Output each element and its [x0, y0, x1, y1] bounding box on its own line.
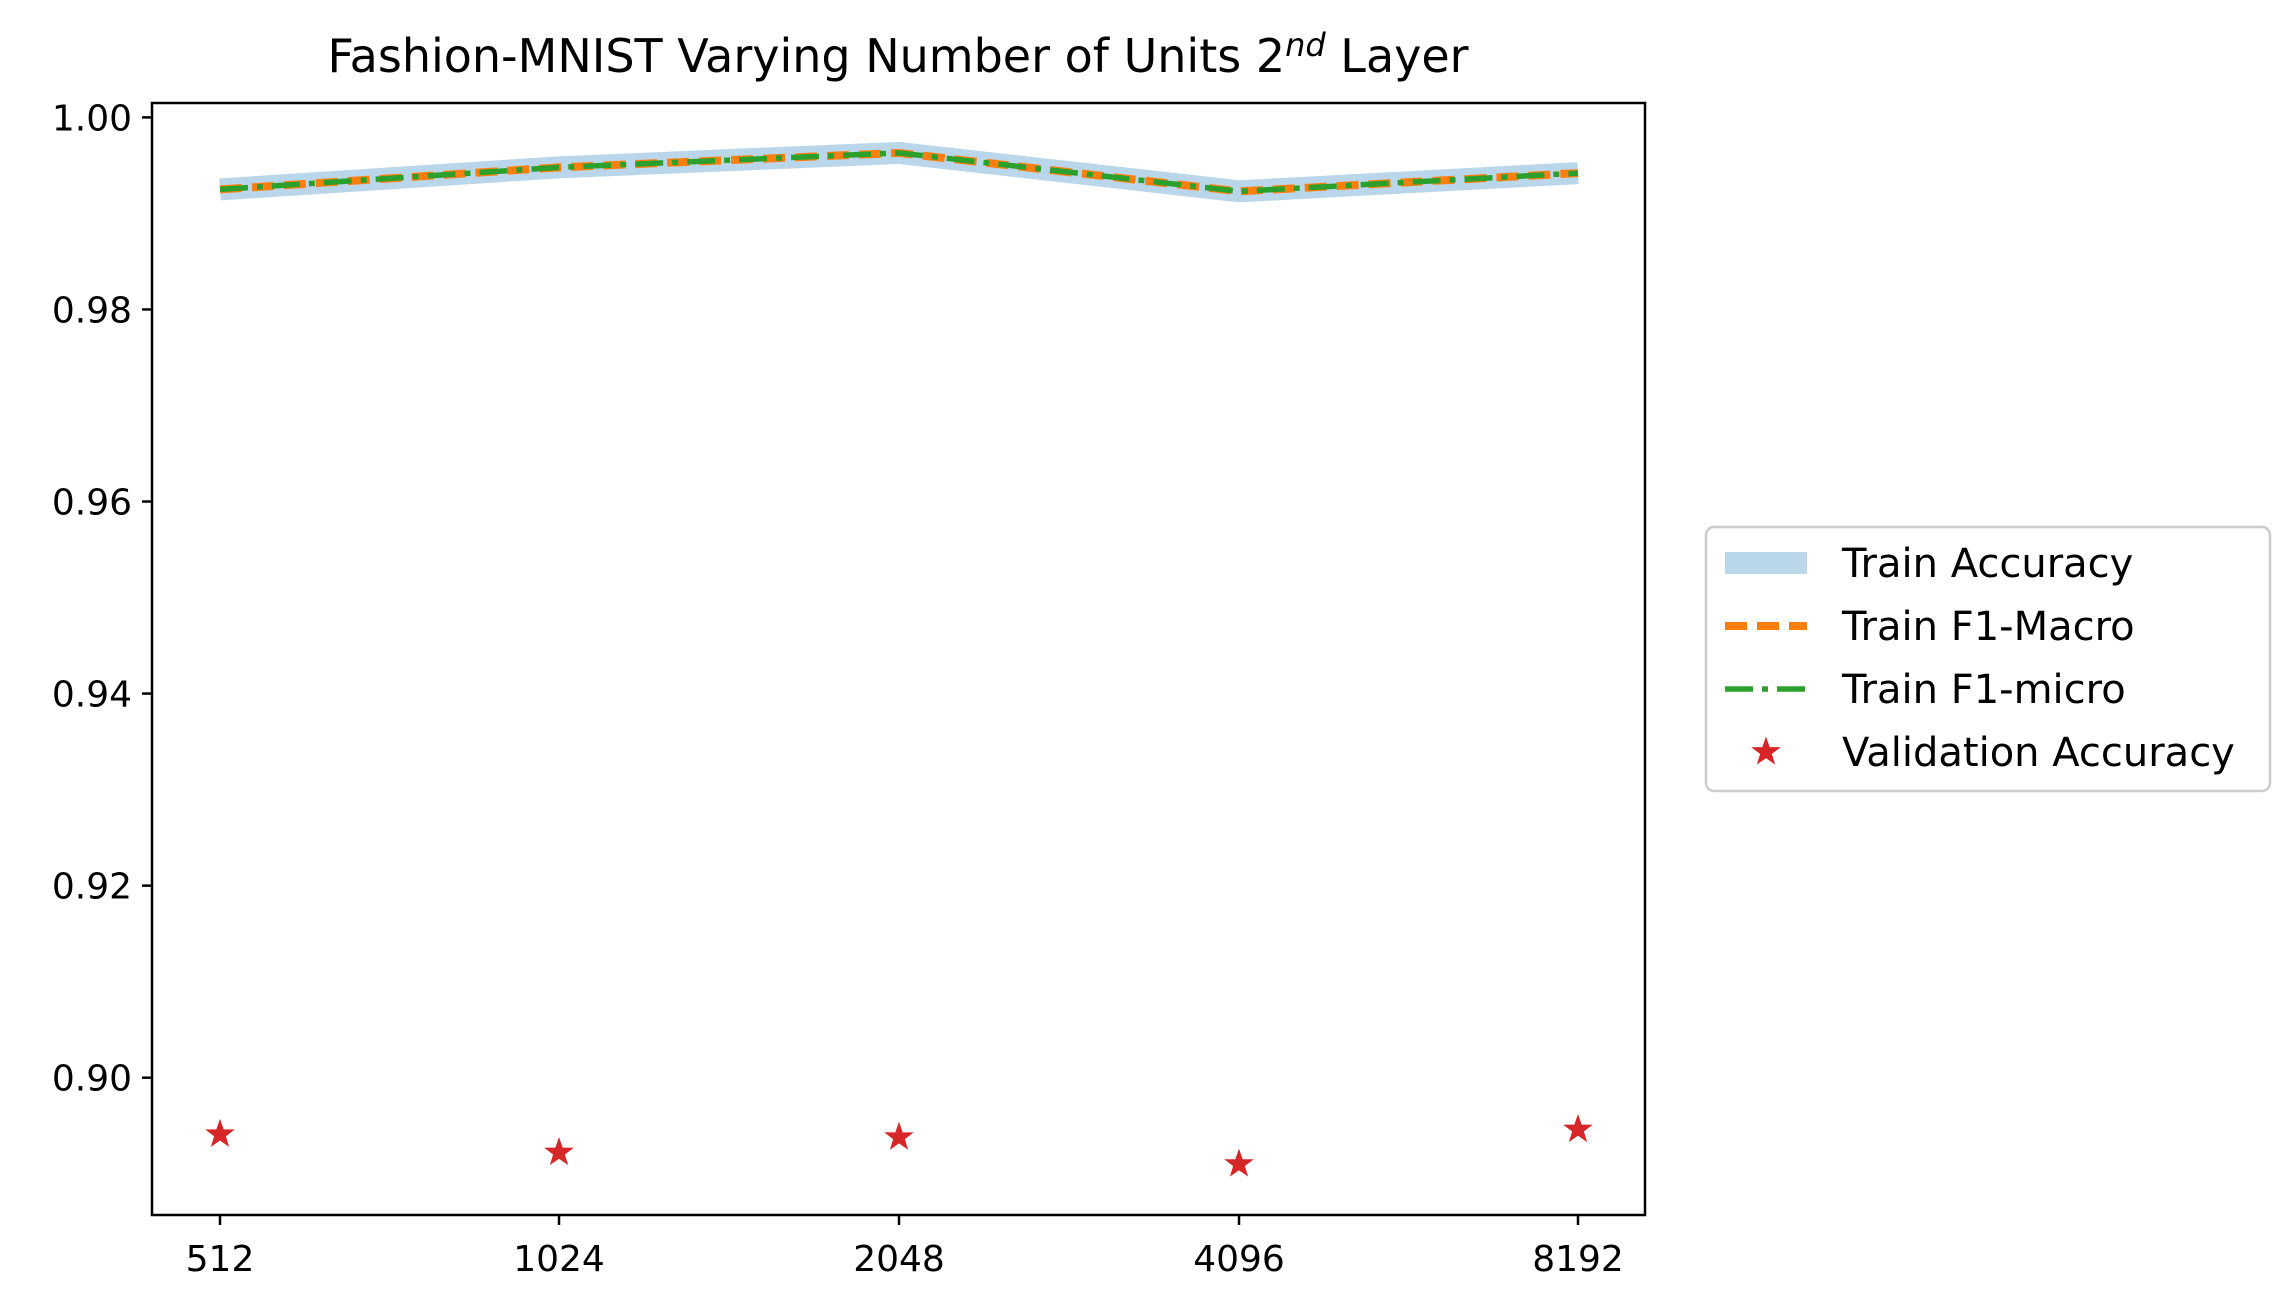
- y-tick-label: 0.92: [52, 867, 132, 908]
- train-f1-micro-line: [219, 150, 1579, 195]
- legend-frame: [1704, 525, 2272, 793]
- legend: Train Accuracy Train F1-Macro Train F1-mic…: [1704, 525, 2272, 793]
- validation-accuracy-marker: [884, 1121, 914, 1150]
- validation-accuracy-marker: [1563, 1114, 1593, 1143]
- validation-accuracy-marker: [205, 1118, 235, 1147]
- series-layer: [219, 141, 1579, 203]
- validation-accuracy-marker: [544, 1137, 574, 1166]
- y-tick-label: 0.98: [52, 290, 132, 331]
- legend-item: Validation Accuracy: [1751, 730, 2235, 776]
- legend-swatch-star: [1751, 736, 1781, 765]
- legend-label: Train F1-micro: [1841, 667, 2126, 713]
- x-tick-label: 8192: [1532, 1239, 1624, 1280]
- legend-item: Train F1-Macro: [1725, 604, 2135, 650]
- x-tick-label: 512: [186, 1239, 255, 1280]
- y-axis: 0.90 0.92 0.94 0.96 0.98 1.00: [52, 98, 152, 1100]
- x-tick-label: 4096: [1193, 1239, 1285, 1280]
- plot-area-frame: [150, 101, 1647, 1217]
- validation-accuracy-marker: [1224, 1148, 1254, 1177]
- y-tick-label: 0.96: [52, 483, 132, 524]
- chart-title-superscript: nd: [1285, 26, 1326, 64]
- legend-label: Train F1-Macro: [1841, 604, 2135, 650]
- y-tick-label: 1.00: [52, 98, 132, 139]
- y-tick-label: 0.94: [52, 675, 132, 716]
- chart-title: Fashion-MNIST Varying Number of Units 2n…: [327, 26, 1468, 83]
- legend-label: Train Accuracy: [1841, 541, 2133, 587]
- x-tick-label: 1024: [513, 1239, 605, 1280]
- legend-label: Validation Accuracy: [1842, 730, 2235, 776]
- x-tick-label: 2048: [853, 1239, 945, 1280]
- legend-item: Train Accuracy: [1725, 541, 2133, 587]
- marker-layer: [205, 1114, 1593, 1177]
- y-tick-label: 0.90: [52, 1059, 132, 1100]
- legend-item: Train F1-micro: [1725, 667, 2126, 713]
- x-axis: 512 1024 2048 4096 8192: [186, 1215, 1624, 1280]
